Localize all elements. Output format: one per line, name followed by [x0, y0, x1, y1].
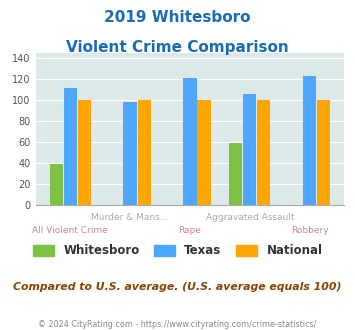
Text: All Violent Crime: All Violent Crime	[32, 226, 108, 235]
Text: Aggravated Assault: Aggravated Assault	[206, 213, 294, 222]
Legend: Whitesboro, Texas, National: Whitesboro, Texas, National	[28, 240, 327, 262]
Bar	[50, 164, 63, 205]
Text: Violent Crime Comparison: Violent Crime Comparison	[66, 40, 289, 54]
Bar	[78, 100, 91, 205]
Text: 2019 Whitesboro: 2019 Whitesboro	[104, 10, 251, 25]
Bar	[183, 78, 197, 205]
Text: Murder & Mans...: Murder & Mans...	[91, 213, 169, 222]
Bar	[197, 100, 211, 205]
Bar	[229, 143, 242, 205]
Bar	[317, 100, 330, 205]
Bar	[257, 100, 271, 205]
Bar	[303, 76, 316, 205]
Bar	[124, 102, 137, 205]
Text: Compared to U.S. average. (U.S. average equals 100): Compared to U.S. average. (U.S. average …	[13, 282, 342, 292]
Text: © 2024 CityRating.com - https://www.cityrating.com/crime-statistics/: © 2024 CityRating.com - https://www.city…	[38, 320, 317, 329]
Text: Rape: Rape	[179, 226, 201, 235]
Bar	[243, 94, 256, 205]
Bar	[64, 88, 77, 205]
Text: Robbery: Robbery	[291, 226, 328, 235]
Bar	[137, 100, 151, 205]
